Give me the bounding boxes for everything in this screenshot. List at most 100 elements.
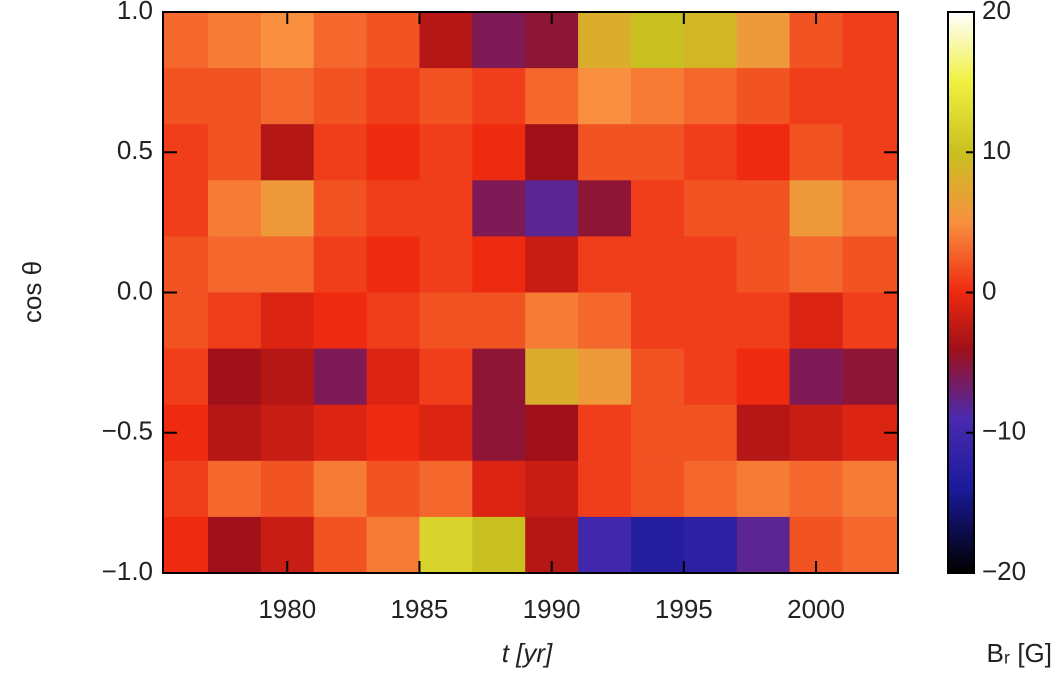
heatmap-cell <box>842 68 899 125</box>
heatmap-cell <box>578 404 632 462</box>
heatmap-cell <box>313 348 368 406</box>
heatmap-cell <box>789 68 843 125</box>
heatmap-cell <box>472 180 526 237</box>
heatmap-cell <box>736 516 791 574</box>
heatmap-cell <box>313 180 368 237</box>
heatmap-cell <box>630 124 685 181</box>
heatmap-cell <box>260 292 315 350</box>
heatmap-cell <box>260 68 315 125</box>
x-tick-label: 2000 <box>787 594 845 624</box>
heatmap-cell <box>789 292 843 350</box>
heatmap-cell <box>260 460 315 518</box>
heatmap-cell <box>419 516 473 574</box>
x-tick-label: 1985 <box>391 594 449 624</box>
heatmap-cell <box>630 180 685 237</box>
heatmap-cell <box>419 180 473 237</box>
heatmap-cell <box>472 404 526 462</box>
heatmap-cell <box>366 68 420 125</box>
heatmap-cell <box>789 460 843 518</box>
heatmap-cell <box>207 404 262 462</box>
heatmap-cell <box>630 236 685 293</box>
heatmap-cell <box>578 12 632 69</box>
heatmap-cell <box>736 404 791 462</box>
heatmap-cell <box>842 516 899 574</box>
heatmap-cell <box>683 348 738 406</box>
heatmap-cell <box>578 236 632 293</box>
heatmap-cell <box>313 460 368 518</box>
heatmap-cell <box>472 516 526 574</box>
heatmap-cell <box>163 292 209 350</box>
heatmap-cell <box>472 348 526 406</box>
heatmap-cell <box>630 292 685 350</box>
heatmap-cell <box>683 460 738 518</box>
heatmap-cell <box>842 180 899 237</box>
heatmap-cell <box>630 68 685 125</box>
y-tick-label: −1.0 <box>102 556 153 586</box>
heatmap-cell <box>789 180 843 237</box>
heatmap-cell <box>419 404 473 462</box>
heatmap-cell <box>683 12 738 69</box>
heatmap-cell <box>525 348 579 406</box>
heatmap-cell <box>736 236 791 293</box>
heatmap-cell <box>683 68 738 125</box>
heatmap-cell <box>683 236 738 293</box>
heatmap-cell <box>789 124 843 181</box>
heatmap-cell <box>313 292 368 350</box>
heatmap-cell <box>525 292 579 350</box>
heatmap-cell <box>630 12 685 69</box>
heatmap-cell <box>630 348 685 406</box>
heatmap-cell <box>419 12 473 69</box>
heatmap-cell <box>366 124 420 181</box>
heatmap-cell <box>163 68 209 125</box>
heatmap-cell <box>736 348 791 406</box>
heatmap-cell <box>260 348 315 406</box>
heatmap-cell <box>366 292 420 350</box>
heatmap-cell <box>683 180 738 237</box>
heatmap-cell <box>789 348 843 406</box>
heatmap-cell <box>260 236 315 293</box>
heatmap-cell <box>736 292 791 350</box>
heatmap-cell <box>683 124 738 181</box>
heatmap-cell <box>736 180 791 237</box>
heatmap-cell <box>736 12 791 69</box>
heatmap-cell <box>366 404 420 462</box>
heatmap-cell <box>366 516 420 574</box>
heatmap-cell <box>260 404 315 462</box>
heatmap-cell <box>842 12 899 69</box>
heatmap-cell <box>472 12 526 69</box>
heatmap-cell <box>736 460 791 518</box>
y-tick-label: 0.0 <box>117 275 153 305</box>
y-axis-label: cos θ <box>17 261 47 323</box>
heatmap-cell <box>472 460 526 518</box>
heatmap-cell <box>313 516 368 574</box>
heatmap-cell <box>163 236 209 293</box>
y-tick-label: 0.5 <box>117 135 153 165</box>
heatmap-cell <box>419 348 473 406</box>
heatmap-cell <box>842 460 899 518</box>
heatmap-cell <box>578 292 632 350</box>
heatmap-cell <box>578 68 632 125</box>
heatmap-cell <box>163 516 209 574</box>
heatmap-cell <box>789 236 843 293</box>
heatmap-cell <box>525 236 579 293</box>
heatmap-cell <box>313 236 368 293</box>
colorbar-tick-label: 20 <box>982 0 1011 25</box>
heatmap-cell <box>207 516 262 574</box>
heatmap-cell <box>472 124 526 181</box>
colorbar-label: Bᵣ [G] <box>987 638 1052 668</box>
y-tick-label: −0.5 <box>102 416 153 446</box>
heatmap-cell <box>313 68 368 125</box>
heatmap-cell <box>207 68 262 125</box>
heatmap-cell <box>207 12 262 69</box>
heatmap-cell <box>163 460 209 518</box>
heatmap-cell <box>578 460 632 518</box>
heatmap-cell <box>736 124 791 181</box>
heatmap-cell <box>842 236 899 293</box>
heatmap-cell <box>207 124 262 181</box>
heatmap-cell <box>525 404 579 462</box>
heatmap-cell <box>419 68 473 125</box>
x-tick-label: 1990 <box>523 594 581 624</box>
heatmap-cell <box>207 292 262 350</box>
heatmap-cell <box>842 292 899 350</box>
heatmap-cell <box>578 124 632 181</box>
